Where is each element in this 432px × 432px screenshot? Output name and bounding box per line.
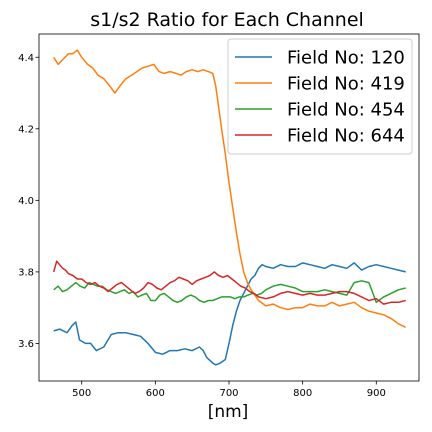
legend-label: Field No: 120 [287, 48, 405, 69]
y-axis-ticks: 3.6 3.8 4.0 4.2 4.4 [18, 53, 39, 350]
x-tick-label: 900 [367, 388, 386, 399]
legend: Field No: 120 Field No: 419 Field No: 454 F… [227, 38, 413, 155]
series-line-3 [53, 280, 406, 304]
series-line-4 [52, 260, 406, 305]
chart-title: s1/s2 Ratio for Each Channel [90, 9, 364, 31]
x-tick-label: 600 [146, 388, 165, 399]
series-line-2 [53, 49, 407, 328]
x-tick-label: 700 [219, 388, 238, 399]
legend-label: Field No: 454 [287, 100, 405, 121]
legend-items: Field No: 120 Field No: 419 Field No: 454 F… [235, 48, 405, 147]
series-line-1 [53, 262, 406, 366]
y-tick-label: 4.0 [18, 196, 34, 207]
legend-box [227, 38, 413, 155]
legend-label: Field No: 644 [287, 126, 405, 147]
y-tick-label: 3.6 [18, 339, 34, 350]
x-axis-label: [nm] [208, 402, 249, 422]
x-axis-ticks: 500 600 700 800 900 [72, 381, 386, 399]
y-tick-label: 3.8 [18, 267, 34, 278]
legend-label: Field No: 419 [287, 74, 405, 95]
plot-lines [52, 49, 407, 366]
x-tick-label: 800 [293, 388, 312, 399]
y-tick-label: 4.2 [18, 124, 34, 135]
y-tick-label: 4.4 [18, 53, 34, 64]
x-tick-label: 500 [72, 388, 91, 399]
